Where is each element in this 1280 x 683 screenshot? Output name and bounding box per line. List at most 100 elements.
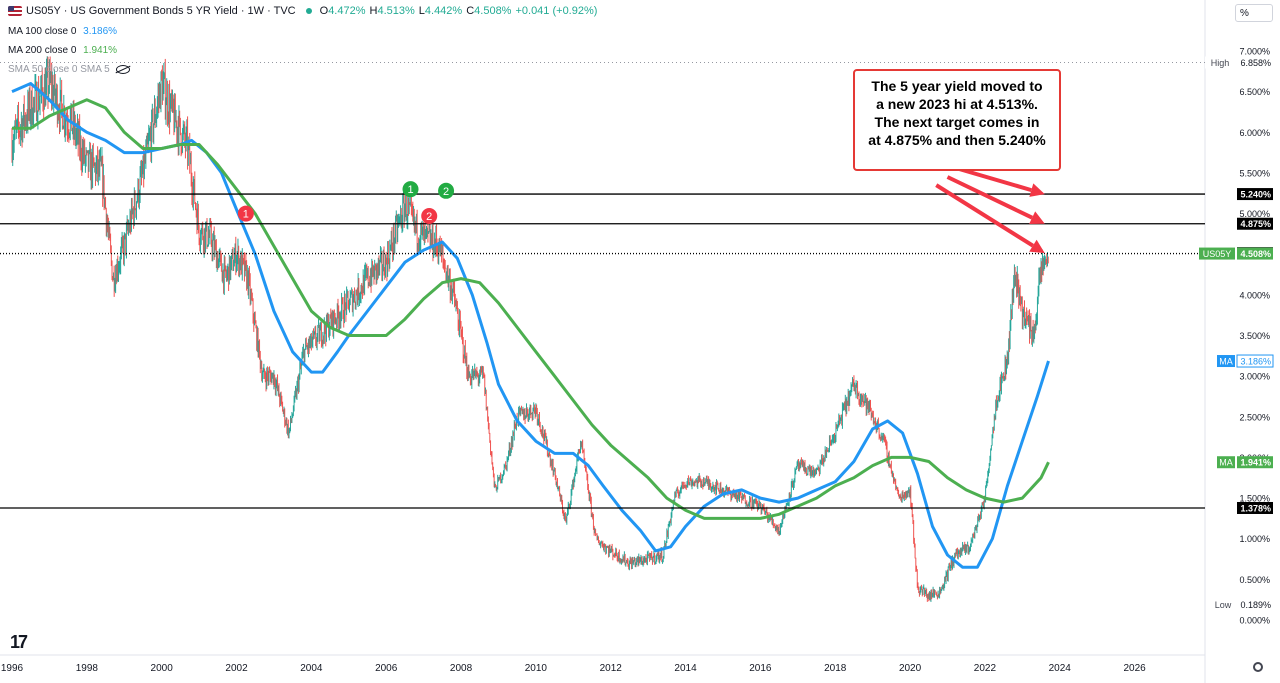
marker-label: 1: [243, 209, 249, 221]
legend-sma50[interactable]: SMA 50 close 0 SMA 5: [8, 64, 130, 75]
x-tick-label: 2012: [600, 663, 623, 674]
chart-header: US05Y · US Government Bonds 5 YR Yield ·…: [8, 5, 601, 17]
x-tick-label: 2014: [674, 663, 697, 674]
y-tick-label: 0.000%: [1239, 616, 1270, 626]
price-tag: 1.378%: [1237, 501, 1273, 514]
close-value: 4.508%: [474, 5, 512, 17]
arrow: [958, 166, 1045, 197]
arrow: [946, 175, 1045, 224]
price-tag-value: 4.875%: [1240, 219, 1271, 229]
legend-ma200[interactable]: MA 200 close 0 1.941%: [8, 45, 117, 56]
price-tag-prefix-box: [1205, 56, 1235, 69]
price-tag: 3.186% MA: [1217, 354, 1274, 368]
horizontal-levels: [0, 62, 1205, 509]
x-tick-label: 2020: [899, 663, 922, 674]
arrow: [935, 183, 1045, 254]
y-tick-label: 1.000%: [1239, 534, 1270, 544]
x-tick-label: 2018: [824, 663, 847, 674]
marker: 1: [237, 205, 254, 222]
price-tag-value: 1.941%: [1240, 458, 1271, 468]
arrow-shaft: [935, 183, 1034, 248]
legend-ma100[interactable]: MA 100 close 0 3.186%: [8, 26, 117, 37]
x-tick-label: 2002: [225, 663, 248, 674]
open-value: 4.472%: [328, 5, 366, 17]
price-series: [11, 56, 1049, 602]
price-tag: 6.858% High: [1205, 56, 1273, 69]
arrow-head: [1029, 239, 1045, 254]
marker-circle: [438, 182, 455, 199]
price-tag: 4.875%: [1237, 217, 1273, 230]
us-flag-icon: [8, 6, 22, 16]
x-tick-label: 2022: [974, 663, 997, 674]
ma100-value: 3.186%: [83, 26, 118, 37]
x-tick-label: 2016: [749, 663, 772, 674]
x-tick-label: 1996: [1, 663, 24, 674]
price-tag-prefix-box: [1211, 598, 1235, 611]
annotation-box: The 5 year yield moved to a new 2023 hi …: [853, 69, 1061, 171]
y-tick-label: 5.000%: [1239, 209, 1270, 219]
gear-icon[interactable]: [1253, 662, 1263, 672]
y-tick-label: 1.500%: [1239, 494, 1270, 504]
x-tick-label: 1998: [76, 663, 99, 674]
price-tag-prefix-box: [1217, 355, 1235, 368]
x-tick-label: 2010: [525, 663, 548, 674]
marker-label: 2: [426, 211, 432, 223]
price-tag-value: 6.858%: [1240, 58, 1271, 68]
low-value: 4.442%: [424, 5, 463, 17]
price-tag-prefix: MA: [1219, 458, 1233, 468]
chart-title: US05Y · US Government Bonds 5 YR Yield ·…: [26, 5, 296, 17]
change-value: +0.041 (+0.92%): [515, 5, 598, 17]
arrow-shaft: [958, 166, 1032, 193]
price-tag: 5.240%: [1237, 188, 1273, 201]
x-tick-label: 2004: [300, 663, 323, 674]
price-tag-prefix-box: [1199, 247, 1235, 260]
marker-circle: [237, 205, 254, 222]
arrows: [935, 166, 1045, 254]
price-tag: 0.189% Low: [1211, 598, 1273, 611]
price-tag-value: 3.186%: [1240, 357, 1271, 367]
ma200-value: 1.941%: [83, 45, 118, 56]
tradingview-logo: 17: [10, 632, 28, 652]
price-tag: 1.941% MA: [1217, 456, 1273, 469]
price-tag-box: [1237, 56, 1273, 69]
price-tag-value: 1.378%: [1240, 503, 1271, 513]
price-tag-prefix: MA: [1219, 357, 1233, 367]
ma200-label: MA 200 close 0: [8, 45, 77, 56]
price-tag-value: 5.240%: [1240, 190, 1271, 200]
scale-mode-button[interactable]: %: [1235, 4, 1273, 22]
markers: 1 1 2 2: [237, 181, 455, 225]
y-tick-label: 5.500%: [1239, 168, 1270, 178]
y-tick-label: 2.500%: [1239, 412, 1270, 422]
marker-label: 2: [443, 186, 449, 198]
marker: 2: [421, 208, 438, 225]
marker: 2: [438, 182, 455, 199]
price-tag-value: 0.189%: [1240, 600, 1271, 610]
price-tag-value: 4.508%: [1240, 249, 1271, 259]
arrow-head: [1029, 211, 1045, 224]
moving-averages: [11, 82, 1050, 569]
hidden-eye-icon[interactable]: [115, 65, 130, 74]
x-tick-label: 2000: [151, 663, 174, 674]
x-tick-label: 2006: [375, 663, 398, 674]
price-tag-prefix: US05Y: [1203, 249, 1232, 259]
marker-circle: [421, 208, 438, 225]
price-tag-box: [1237, 247, 1273, 260]
high-value: 4.513%: [377, 5, 415, 17]
y-tick-label: 4.000%: [1239, 290, 1270, 300]
x-tick-label: 2008: [450, 663, 473, 674]
price-tag-box: [1237, 217, 1273, 230]
ma200-line: [12, 98, 1050, 520]
marker-label: 1: [407, 184, 413, 196]
x-tick-label: 2024: [1049, 663, 1072, 674]
price-tag-box: [1237, 598, 1273, 611]
y-tick-label: 3.000%: [1239, 372, 1270, 382]
y-tick-label: 3.500%: [1239, 331, 1270, 341]
price-tag-prefix-box: [1217, 456, 1235, 469]
x-tick-label: 2026: [1123, 663, 1146, 674]
sma50-label: SMA 50 close 0 SMA 5: [8, 64, 110, 75]
y-tick-label: 0.500%: [1239, 575, 1270, 585]
price-tag-box: [1237, 501, 1273, 514]
price-tag-box: [1237, 456, 1273, 469]
